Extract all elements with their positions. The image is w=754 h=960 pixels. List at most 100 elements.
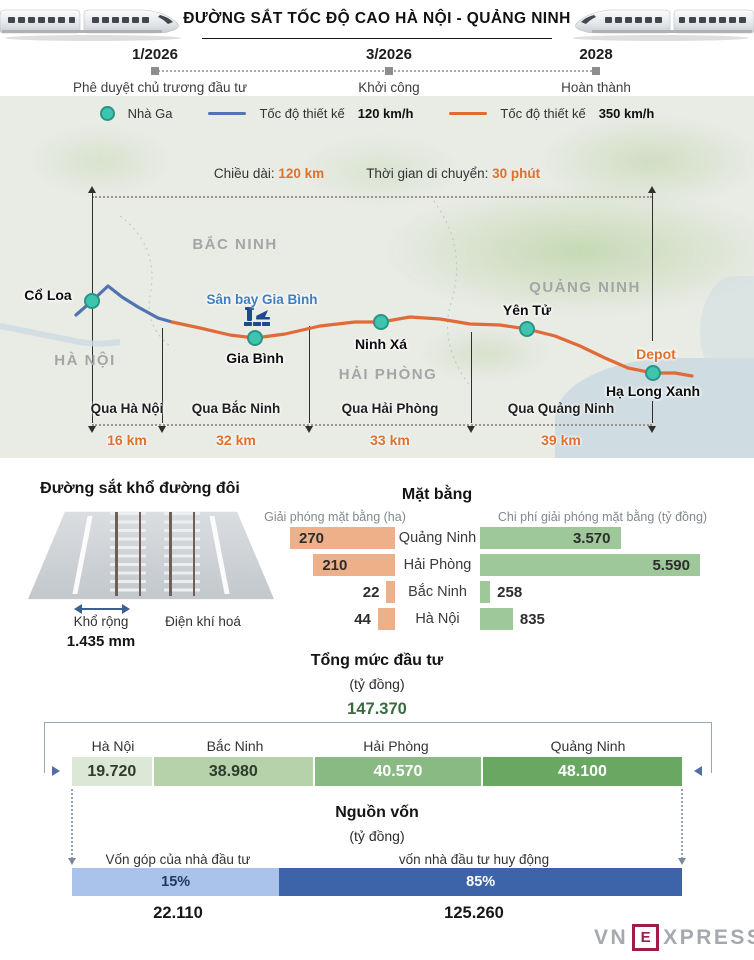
gauge-arrow [80,608,124,610]
cost-value: 5.590 [652,556,690,574]
timeline-label-1: Phê duyệt chủ trương đầu tư [72,80,248,95]
province-label: Hà Nội [415,611,460,627]
timeline-connector [155,70,596,72]
funding-arrow-right [678,858,686,865]
train-illustration-right [573,9,754,41]
segment-label-3: Qua Hải Phòng [341,401,439,416]
matbang-row-haiphong: 210 Hải Phòng 5.590 [0,554,754,576]
segment-label-2: Qua Bắc Ninh [191,401,281,416]
area-bar: 270 [290,527,395,549]
legend-speed1-value: 120 km/h [357,106,414,121]
dimension-arrow [88,426,96,433]
investment-segment-bacninh: 38.980 [153,757,315,786]
airport-icon [244,307,270,326]
investment-segment-haiphong: 40.570 [314,757,483,786]
track-right [164,512,200,596]
investment-value: 48.100 [557,762,607,780]
dimension-arrow [158,426,166,433]
investment-province-4: Quảng Ninh [550,738,626,754]
bracket-arrow-left [52,766,60,776]
timeline-node-3 [592,67,600,75]
divider-quangninh [471,332,472,423]
length-info: Chiều dài: 120 km [214,166,324,181]
gauge-value: 1.435 mm [66,633,136,650]
cost-bar [480,608,513,630]
investment-value: 19.720 [87,762,137,780]
time-label: Thời gian di chuyển: [366,166,489,181]
vnexpress-logo: VN E XPRESS [594,924,754,951]
area-value: 44 [354,610,371,628]
investment-stacked-bar: 19.720 38.980 40.570 48.100 [72,757,682,786]
gauge-arrowhead-left [74,604,82,614]
timeline-label-3: Hoàn thành [561,80,631,95]
dimension-arrow [648,186,656,193]
region-bacninh: BẮC NINH [192,236,278,253]
line-120-legend-icon [208,112,247,115]
track-spec-title: Đường sắt khổ đường đôi [40,480,240,497]
investment-province-1: Hà Nội [91,738,135,754]
funding-connector-left [71,789,73,859]
timeline-date-3: 2028 [579,46,613,63]
segment-km-4: 39 km [541,432,581,448]
funding-right-value: 125.260 [444,904,504,922]
segment-label-1: Qua Hà Nội [90,401,164,416]
length-value: 120 km [278,166,325,181]
timeline-date-2: 3/2026 [366,46,412,63]
matbang-row-quangninh: 270 Quảng Ninh 3.570 [0,527,754,549]
investment-unit: (tỷ đồng) [349,676,405,692]
segment-km-2: 32 km [216,432,256,448]
area-value: 270 [299,529,325,547]
funding-right-label: vốn nhà đầu tư huy động [398,852,550,867]
investment-bracket [44,722,712,773]
legend-station-label: Nhà Ga [127,106,173,121]
page-title: ĐƯỜNG SẮT TỐC ĐỘ CAO HÀ NỘI - QUẢNG NINH [183,10,571,27]
cost-value: 258 [497,583,523,601]
investment-title: Tổng mức đầu tư [310,652,444,669]
legend-speed2-prefix: Tốc độ thiết kế [500,106,586,121]
funding-pct: 15% [161,874,191,890]
forest-patch [30,126,170,196]
forest-patch [300,136,460,206]
timeline-date-1: 1/2026 [132,46,178,63]
province-label: Quảng Ninh [398,530,477,546]
dimension-arrow [88,186,96,193]
divider-haiphong [309,326,310,423]
bottom-dimension-line [92,424,652,426]
funding-segment-equity: 15% [72,868,280,896]
investment-province-3: Hải Phòng [363,738,429,754]
gauge-arrowhead-right [122,604,130,614]
cost-bar: 3.570 [480,527,621,549]
investment-province-2: Bắc Ninh [206,738,264,754]
matbang-left-header: Giải phóng mặt bằng (ha) [264,510,406,524]
bracket-arrow-right [694,766,702,776]
top-dimension-line [92,196,652,198]
area-value: 22 [362,583,380,601]
segment-km-3: 33 km [370,432,410,448]
timeline-label-2: Khởi công [358,80,420,95]
matbang-row-bacninh: 22 Bắc Ninh 258 [0,581,754,603]
segment-km-1: 16 km [107,432,147,448]
investment-segment-quangninh: 48.100 [482,757,682,786]
train-illustration-left [0,9,181,41]
cost-bar: 5.590 [480,554,700,576]
railway-illustration [28,511,274,600]
forest-patch [380,186,754,316]
timeline-node-2 [385,67,393,75]
electrified-label: Điện khí hoá [165,614,241,629]
station-legend-icon [99,106,115,121]
legend-speed2-value: 350 km/h [598,106,655,121]
length-label: Chiều dài: [213,166,275,181]
funding-title: Nguồn vốn [335,804,419,821]
station-label-giabinh: Gia Bình [226,350,284,366]
region-quangninh: QUẢNG NINH [529,279,641,296]
map-legend: Nhà Ga Tốc độ thiết kế 120 km/h Tốc độ t… [0,106,754,121]
station-dots [84,293,661,381]
funding-left-value: 22.110 [153,904,203,922]
funding-connector-right [681,789,683,859]
route-map: Nhà Ga Tốc độ thiết kế 120 km/h Tốc độ t… [0,96,754,458]
logo-vn: VN [594,925,629,949]
time-info: Thời gian di chuyển: 30 phút [366,166,540,181]
province-label: Hải Phòng [403,557,472,573]
funding-arrow-left [68,858,76,865]
